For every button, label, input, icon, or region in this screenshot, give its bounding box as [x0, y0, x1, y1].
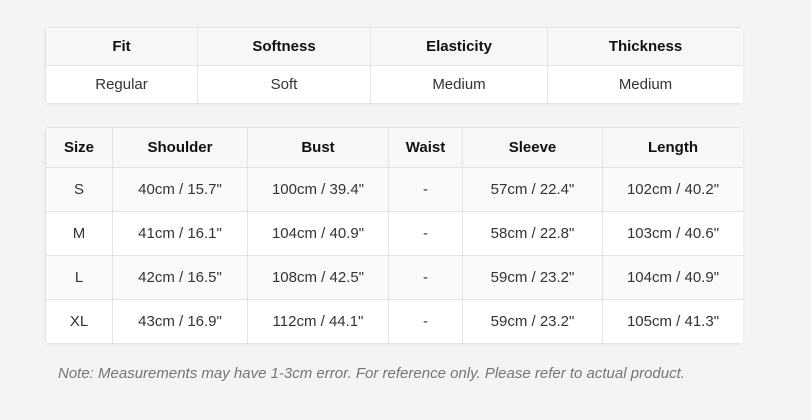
size-m-bust: 104cm / 40.9" [247, 211, 389, 256]
size-l-bust: 108cm / 42.5" [247, 255, 389, 300]
size-l-length: 104cm / 40.9" [602, 255, 743, 300]
size-m-shoulder: 41cm / 16.1" [112, 211, 248, 256]
size-xl-waist: - [388, 299, 463, 344]
size-header-waist: Waist [388, 127, 463, 168]
size-chart-header-row: Size Shoulder Bust Waist Sleeve Length [45, 127, 743, 168]
attributes-table: Fit Softness Elasticity Thickness Regula… [45, 27, 743, 104]
size-l-waist: - [388, 255, 463, 300]
size-header-shoulder: Shoulder [112, 127, 248, 168]
size-l-sleeve: 59cm / 23.2" [462, 255, 603, 300]
attributes-table-grid: Fit Softness Elasticity Thickness Regula… [45, 27, 743, 104]
measurement-note: Note: Measurements may have 1-3cm error.… [58, 365, 685, 382]
size-m-sleeve: 58cm / 22.8" [462, 211, 603, 256]
size-chart-grid: Size Shoulder Bust Waist Sleeve Length S… [45, 127, 743, 344]
size-s-length: 102cm / 40.2" [602, 167, 743, 212]
size-label-s: S [45, 167, 113, 212]
size-xl-shoulder: 43cm / 16.9" [112, 299, 248, 344]
size-row-xl: XL 43cm / 16.9" 112cm / 44.1" - 59cm / 2… [45, 299, 743, 344]
size-xl-sleeve: 59cm / 23.2" [462, 299, 603, 344]
size-m-length: 103cm / 40.6" [602, 211, 743, 256]
size-header-sleeve: Sleeve [462, 127, 603, 168]
attributes-value-row: Regular Soft Medium Medium [45, 65, 743, 104]
size-l-shoulder: 42cm / 16.5" [112, 255, 248, 300]
size-label-l: L [45, 255, 113, 300]
size-header-length: Length [602, 127, 743, 168]
size-header-bust: Bust [247, 127, 389, 168]
size-row-m: M 41cm / 16.1" 104cm / 40.9" - 58cm / 22… [45, 211, 743, 256]
size-s-shoulder: 40cm / 15.7" [112, 167, 248, 212]
attr-header-elasticity: Elasticity [370, 27, 548, 66]
size-label-xl: XL [45, 299, 113, 344]
attr-header-softness: Softness [197, 27, 371, 66]
size-row-l: L 42cm / 16.5" 108cm / 42.5" - 59cm / 23… [45, 255, 743, 300]
attr-value-softness: Soft [197, 65, 371, 104]
attributes-header-row: Fit Softness Elasticity Thickness [45, 27, 743, 66]
attr-header-fit: Fit [45, 27, 198, 66]
size-header-size: Size [45, 127, 113, 168]
size-s-sleeve: 57cm / 22.4" [462, 167, 603, 212]
attr-value-elasticity: Medium [370, 65, 548, 104]
attr-header-thickness: Thickness [547, 27, 743, 66]
size-xl-bust: 112cm / 44.1" [247, 299, 389, 344]
size-label-m: M [45, 211, 113, 256]
size-row-s: S 40cm / 15.7" 100cm / 39.4" - 57cm / 22… [45, 167, 743, 212]
attr-value-thickness: Medium [547, 65, 743, 104]
size-s-waist: - [388, 167, 463, 212]
size-xl-length: 105cm / 41.3" [602, 299, 743, 344]
size-m-waist: - [388, 211, 463, 256]
attr-value-fit: Regular [45, 65, 198, 104]
size-chart-table: Size Shoulder Bust Waist Sleeve Length S… [45, 127, 743, 344]
size-s-bust: 100cm / 39.4" [247, 167, 389, 212]
